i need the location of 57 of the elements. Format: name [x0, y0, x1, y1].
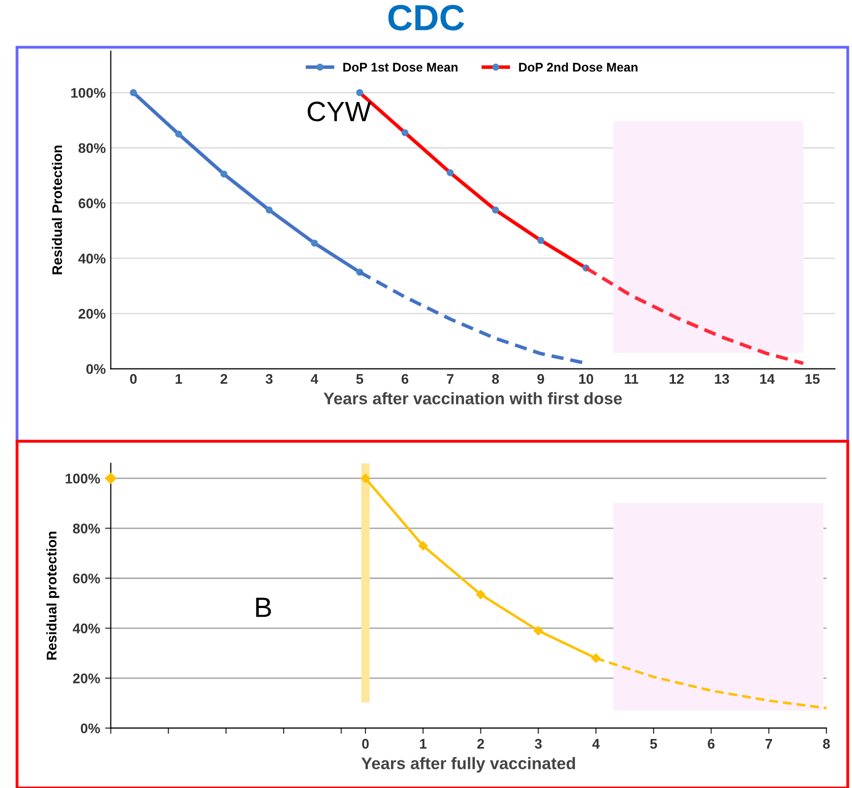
x-tick-label: 4: [310, 374, 318, 384]
y-tick-label: 100%: [71, 88, 106, 98]
y-tick-label: 40%: [78, 254, 106, 264]
x-axis-title: Years after fully vaccinated: [361, 757, 575, 773]
y-tick-label: 100%: [66, 474, 100, 484]
point: [220, 170, 228, 178]
annotation: B: [256, 598, 271, 617]
point: [360, 473, 370, 484]
x-tick-label: 9: [537, 374, 544, 384]
y-tick-label: 80%: [78, 143, 106, 154]
legend-label: DoP 1st Dose Mean: [343, 62, 458, 72]
line-series: [584, 266, 806, 365]
x-tick-label: 10: [579, 374, 594, 384]
x-tick-label: 14: [760, 374, 775, 384]
chart-title: CDC: [388, 4, 464, 30]
y-tick-label: 20%: [78, 308, 106, 319]
y-tick-label: 80%: [72, 524, 100, 534]
x-tick-label: 5: [650, 739, 658, 749]
y-tick-label: 60%: [73, 574, 100, 584]
x-tick-label: 6: [402, 374, 408, 384]
point: [533, 626, 544, 636]
point: [418, 540, 428, 551]
y-tick-label: 0%: [80, 723, 100, 734]
x-tick-label: 3: [534, 738, 542, 749]
point: [130, 89, 137, 96]
x-tick-label: 11: [624, 374, 638, 384]
x-tick-label: 7: [446, 374, 454, 384]
point: [105, 472, 116, 484]
x-tick-label: 1: [176, 374, 182, 384]
annotation: CYW: [308, 102, 372, 122]
x-tick-label: 6: [708, 738, 715, 749]
x-tick-label: 2: [477, 738, 484, 749]
x-tick-label: 8: [492, 374, 499, 384]
x-tick-label: 5: [356, 374, 364, 384]
x-tick-label: 2: [220, 374, 228, 384]
y-axis-title: Residual protection: [46, 532, 60, 660]
point: [175, 130, 182, 138]
x-tick-label: 13: [714, 374, 730, 384]
point: [476, 590, 486, 600]
x-axis-title: Years after vaccination with first dose: [324, 392, 622, 404]
x-tick-label: 0: [130, 374, 137, 384]
x-tick-label: 15: [805, 374, 820, 384]
y-tick-label: 0%: [86, 364, 106, 374]
x-tick-label: 8: [823, 738, 830, 749]
y-tick-label: 60%: [78, 198, 106, 208]
x-tick-label: 0: [362, 738, 369, 749]
point: [310, 240, 318, 247]
y-tick-label: 20%: [73, 673, 100, 684]
y-axis-title: Residual Protection: [52, 146, 62, 274]
legend-label: DoP 2nd Dose Mean: [519, 62, 638, 72]
x-tick-label: 3: [266, 374, 273, 384]
x-tick-label: 4: [592, 739, 600, 749]
x-tick-label: 12: [670, 374, 684, 384]
x-tick-label: 7: [766, 739, 772, 749]
x-tick-label: 1: [420, 739, 427, 749]
point: [266, 206, 273, 214]
y-tick-label: 40%: [72, 624, 100, 634]
